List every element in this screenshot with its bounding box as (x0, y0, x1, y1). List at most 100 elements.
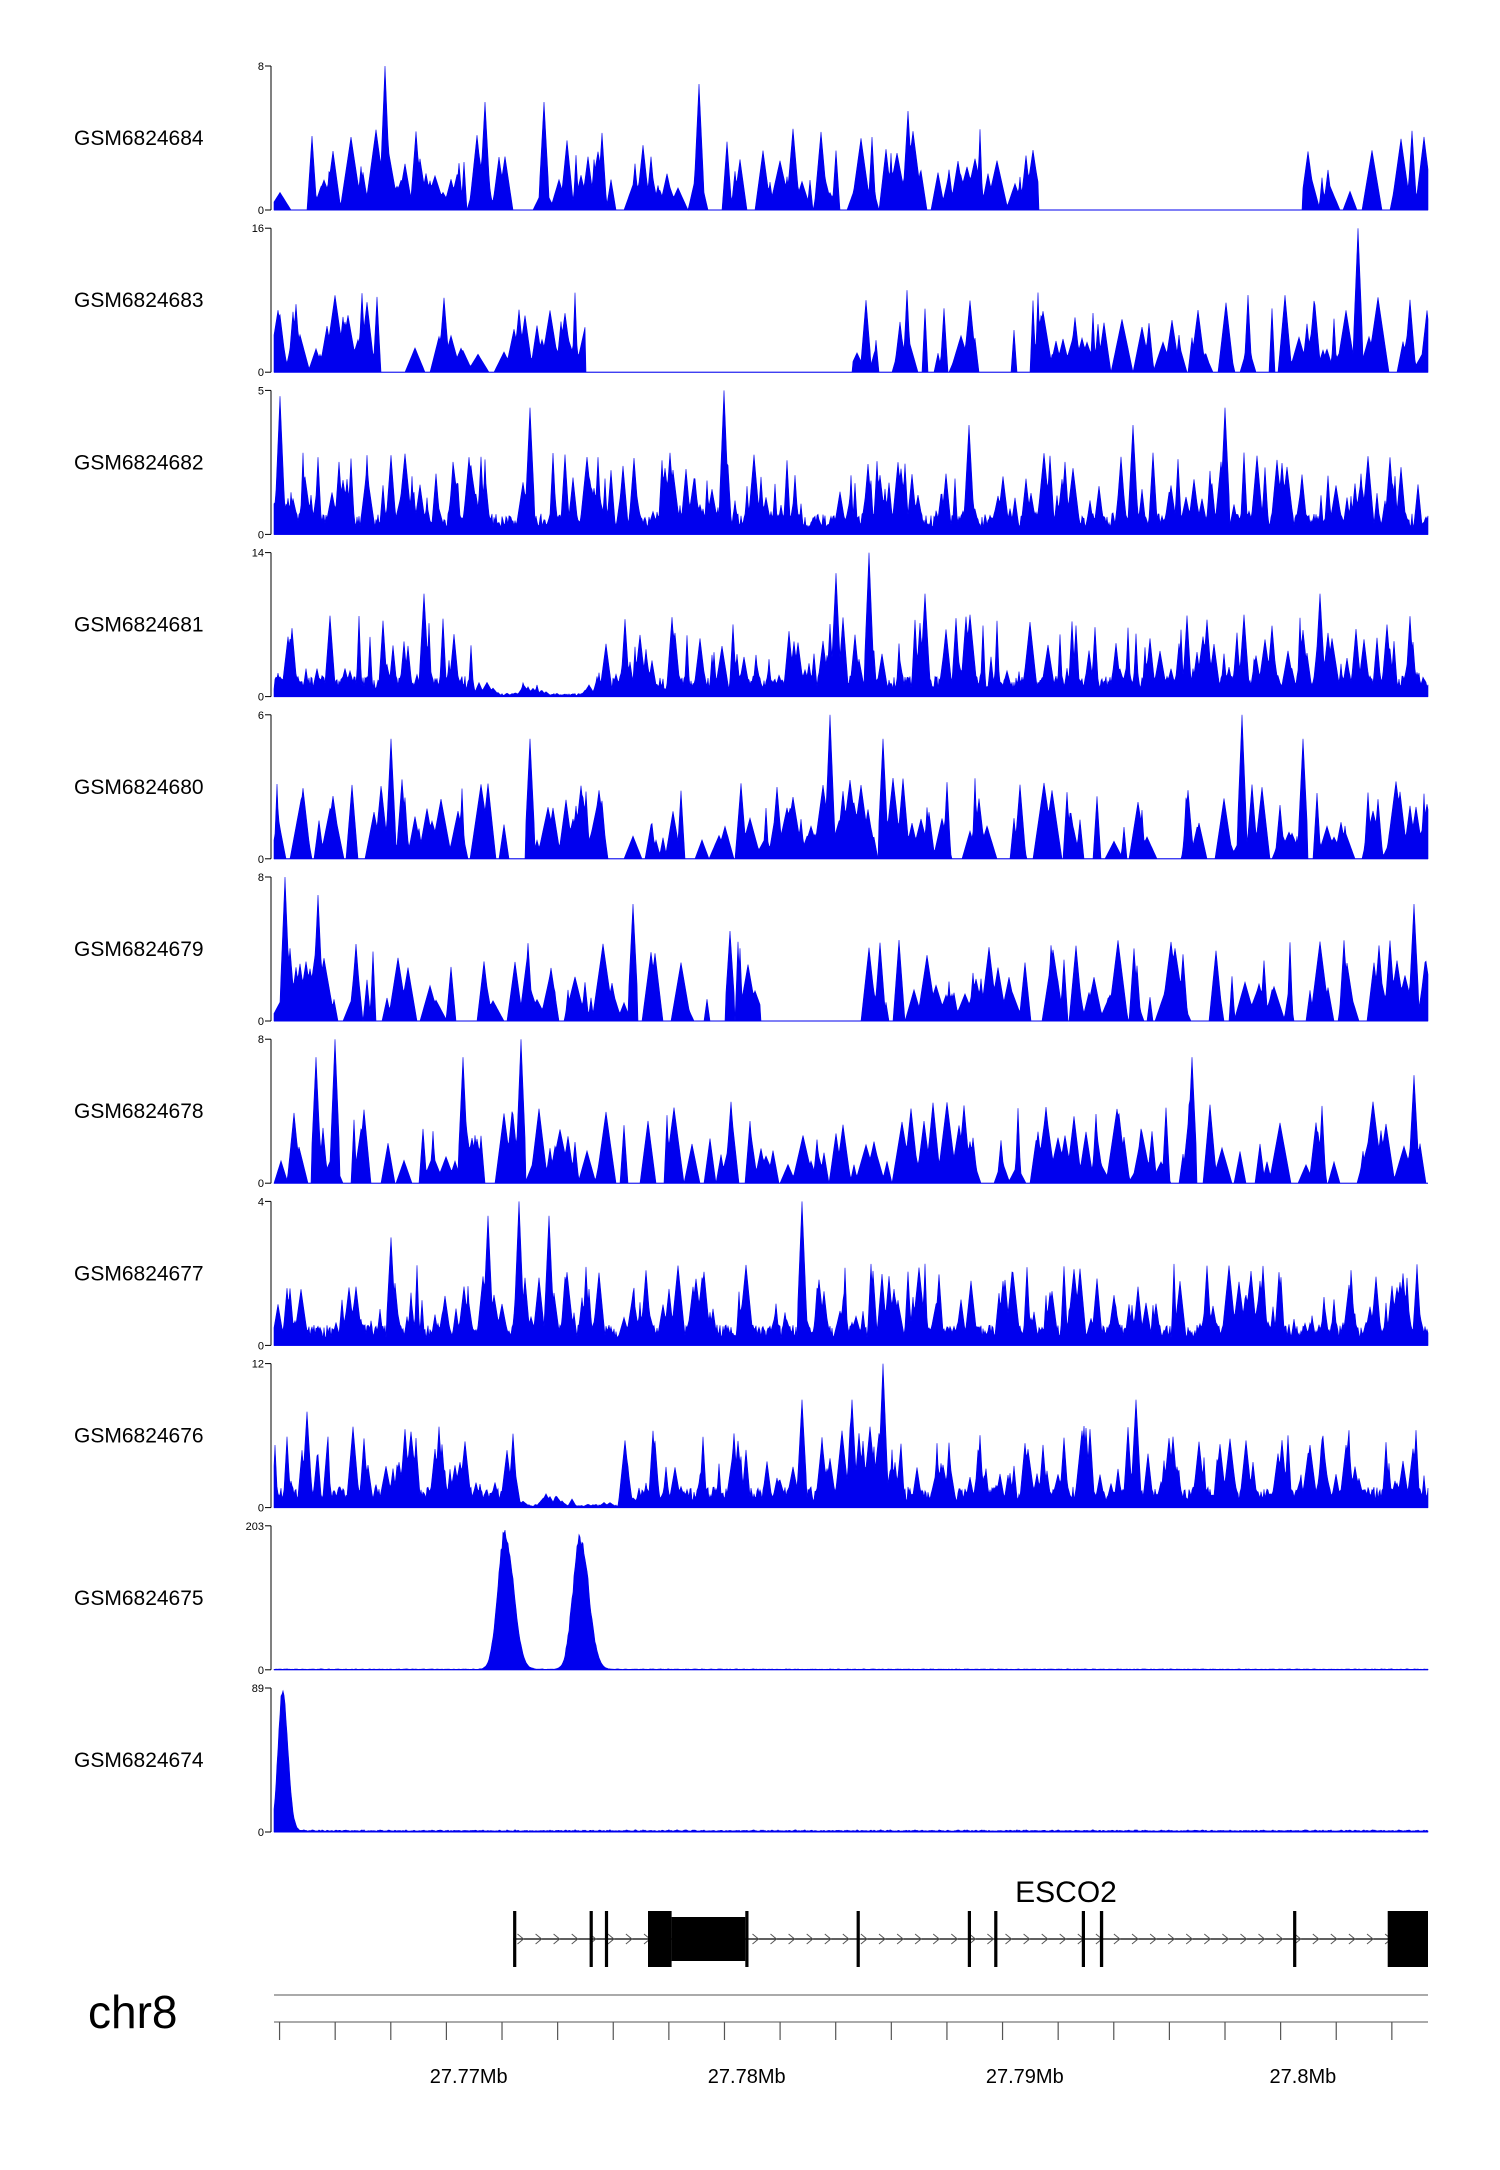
track-GSM6824683: GSM6824683 16 0 (74, 223, 1429, 379)
track-label: GSM6824676 (74, 1425, 204, 1448)
track-label: GSM6824679 (74, 938, 204, 961)
y-tick-label-min: 0 (258, 854, 264, 866)
track-label: GSM6824675 (74, 1587, 204, 1610)
strand-arrow (914, 1933, 922, 1945)
track-GSM6824680: GSM6824680 6 0 (74, 710, 1429, 866)
strand-arrow (969, 1933, 977, 1945)
strand-arrow (1059, 1933, 1067, 1945)
y-tick-label-min: 0 (258, 1340, 264, 1352)
strand-arrow (1276, 1933, 1284, 1945)
y-tick-label-min: 0 (258, 1827, 264, 1839)
gene-exon (671, 1917, 746, 1961)
strand-arrow (1222, 1933, 1230, 1945)
y-tick-label-max: 4 (258, 1196, 264, 1208)
gene-name-label: ESCO2 (1015, 1876, 1117, 1909)
y-tick-label-max: 5 (258, 385, 264, 397)
strand-arrow (770, 1933, 778, 1945)
track-GSM6824684: GSM6824684 8 0 (74, 61, 1429, 217)
strand-arrow (1366, 1933, 1374, 1945)
strand-arrow (932, 1933, 940, 1945)
gene-exon (648, 1911, 672, 1967)
track-GSM6824682: GSM6824682 5 0 (74, 385, 1429, 541)
track-GSM6824678: GSM6824678 8 0 (74, 1034, 1428, 1190)
strand-arrow (1312, 1933, 1320, 1945)
track-GSM6824676: GSM6824676 12 0 (74, 1359, 1429, 1515)
track-label: GSM6824681 (74, 614, 204, 637)
gene-exon (1293, 1911, 1297, 1967)
strand-arrow (860, 1933, 868, 1945)
y-tick-label-max: 12 (252, 1359, 264, 1371)
strand-arrow (1113, 1933, 1121, 1945)
strand-arrow (1167, 1933, 1175, 1945)
genome-axis: chr8 27.77Mb 27.78Mb 27.79Mb 27.8Mb (88, 1986, 1428, 2088)
strand-arrow (1240, 1933, 1248, 1945)
y-tick-label-max: 89 (252, 1683, 264, 1695)
y-tick-label-min: 0 (258, 1665, 264, 1677)
strand-arrow (824, 1933, 832, 1945)
strand-arrow (1348, 1933, 1356, 1945)
y-tick-label-min: 0 (258, 1503, 264, 1515)
y-tick-label-min: 0 (258, 692, 264, 704)
track-label: GSM6824684 (74, 127, 204, 150)
strand-arrow (788, 1933, 796, 1945)
track-GSM6824679: GSM6824679 8 0 (74, 872, 1429, 1028)
y-tick-label-max: 8 (258, 61, 264, 73)
strand-arrow (878, 1933, 886, 1945)
track-label: GSM6824678 (74, 1100, 204, 1123)
strand-arrow (806, 1933, 814, 1945)
y-tick-label-max: 8 (258, 872, 264, 884)
strand-arrow (1185, 1933, 1193, 1945)
track-label: GSM6824677 (74, 1262, 204, 1285)
gene-exon (589, 1911, 593, 1967)
strand-arrow (950, 1933, 959, 1945)
strand-arrow (571, 1933, 579, 1945)
y-tick-label-max: 6 (258, 710, 264, 722)
gene-exon (856, 1911, 860, 1967)
signal-tracks: GSM682468480GSM6824683160GSM682468250GSM… (74, 61, 1429, 1839)
strand-arrow (1258, 1933, 1266, 1945)
strand-arrow (1131, 1933, 1139, 1945)
strand-arrow (517, 1933, 525, 1945)
strand-arrow (535, 1933, 543, 1945)
track-label: GSM6824682 (74, 451, 204, 474)
track-GSM6824677: GSM6824677 4 0 (74, 1196, 1429, 1352)
track-GSM6824674: GSM6824674 89 0 (74, 1683, 1429, 1839)
x-tick-label: 27.77Mb (430, 2066, 508, 2088)
track-label: GSM6824683 (74, 289, 204, 312)
strand-arrow (625, 1933, 633, 1945)
gene-exon (994, 1911, 998, 1967)
strand-arrow (1149, 1933, 1157, 1945)
strand-arrow (987, 1933, 995, 1945)
strand-arrow (1294, 1933, 1302, 1945)
y-tick-label-min: 0 (258, 1178, 264, 1190)
y-tick-label-min: 0 (258, 367, 264, 379)
strand-arrow (842, 1933, 850, 1945)
y-tick-label-max: 203 (246, 1521, 264, 1533)
gene-exon (604, 1911, 609, 1967)
chromosome-label: chr8 (88, 1986, 177, 2038)
gene-exon (1387, 1911, 1428, 1967)
y-tick-label-min: 0 (258, 1016, 264, 1028)
x-tick-label: 27.79Mb (986, 2066, 1064, 2088)
y-tick-label-min: 0 (258, 529, 264, 541)
x-tick-label: 27.78Mb (708, 2066, 786, 2088)
y-tick-label-min: 0 (258, 205, 264, 217)
track-GSM6824675: GSM6824675 203 0 (74, 1521, 1429, 1677)
strand-arrow (896, 1933, 904, 1945)
signal-area (273, 876, 1429, 1022)
signal-area (273, 552, 1429, 697)
signal-area (273, 1530, 1429, 1671)
strand-arrow (1041, 1933, 1049, 1945)
gene-exon (513, 1911, 517, 1967)
strand-arrow (1330, 1933, 1338, 1945)
strand-arrow (553, 1933, 561, 1945)
gene-exon (1099, 1911, 1104, 1967)
signal-area (273, 390, 1429, 535)
signal-area (273, 228, 1429, 373)
y-tick-label-max: 16 (252, 223, 264, 235)
strand-arrow (1023, 1933, 1031, 1945)
signal-area (273, 1689, 1429, 1833)
x-tick-label: 27.8Mb (1270, 2066, 1337, 2088)
strand-arrow (1203, 1933, 1212, 1945)
